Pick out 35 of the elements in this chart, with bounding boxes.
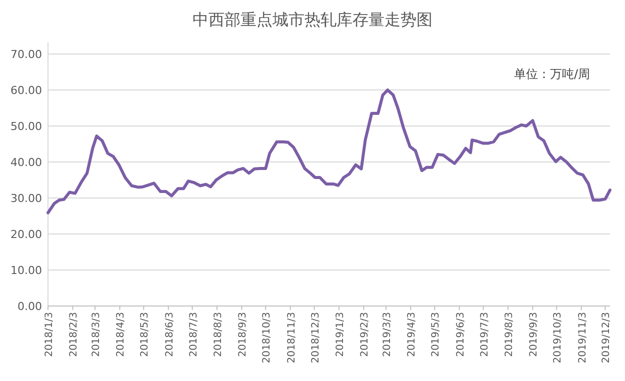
- x-tick-label: 2019/4/3: [406, 312, 418, 357]
- x-tick-label: 2019/12/3: [601, 312, 612, 364]
- x-tick-label: 2018/4/3: [116, 312, 127, 357]
- x-tick-label: 2019/3/3: [382, 312, 393, 357]
- y-tick-label: 40.00: [10, 156, 42, 169]
- y-tick-label: 20.00: [10, 228, 42, 241]
- x-tick-label: 2019/2/3: [360, 312, 371, 357]
- x-tick-label: 2018/10/3: [262, 312, 273, 364]
- x-tick-label: 2019/7/3: [479, 312, 490, 357]
- chart-title: 中西部重点城市热轧库存量走势图: [192, 10, 432, 29]
- x-tick-label: 2018/5/3: [140, 312, 151, 357]
- y-tick-label: 10.00: [10, 264, 42, 277]
- y-tick-label: 50.00: [10, 120, 42, 133]
- x-tick-label: 2018/1/3: [44, 312, 55, 357]
- x-tick-label: 2018/7/3: [188, 312, 200, 357]
- x-tick-label: 2018/9/3: [238, 312, 249, 357]
- y-tick-label: 70.00: [10, 48, 42, 61]
- x-tick-label: 2019/9/3: [528, 312, 540, 357]
- line-series: [46, 88, 612, 214]
- x-tick-label: 2018/2/3: [68, 312, 80, 357]
- x-tick-label: 2019/8/3: [504, 312, 515, 357]
- x-tick-label: 2018/11/3: [286, 312, 298, 364]
- x-tick-label: 2018/8/3: [213, 312, 224, 357]
- x-tick-label: 2019/10/3: [552, 312, 564, 364]
- x-tick-label: 2018/6/3: [164, 312, 176, 357]
- x-tick-label: 2019/11/3: [577, 312, 588, 364]
- x-tick-label: 2018/3/3: [91, 312, 102, 357]
- x-tick-label: 2019/5/3: [430, 312, 442, 357]
- y-tick-label: 30.00: [10, 192, 42, 205]
- annotation: 单位：万吨/周: [514, 67, 590, 81]
- x-tick-label: 2018/12/3: [310, 312, 322, 364]
- x-tick-label: 2019/1/3: [334, 312, 346, 357]
- x-tick-label: 2019/6/3: [455, 312, 466, 357]
- y-tick-label: 60.00: [10, 84, 42, 97]
- y-tick-label: 0.00: [18, 300, 42, 313]
